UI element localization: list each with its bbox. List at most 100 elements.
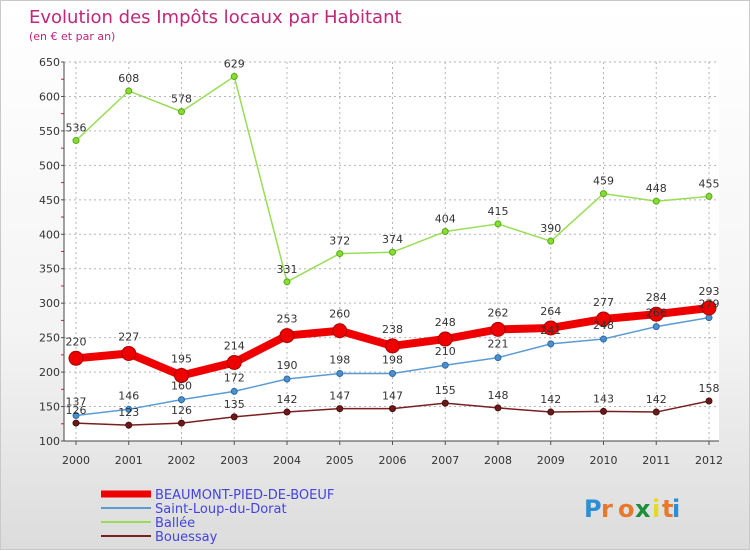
data-label: 266 [646,307,667,320]
data-point [600,335,607,343]
data-point [494,220,502,228]
data-point [125,421,133,429]
data-point [125,87,133,95]
y-tick-label: 500 [39,159,60,172]
y-tick-label: 150 [39,401,60,414]
y-tick-label: 250 [39,332,60,345]
data-label: 198 [329,353,350,366]
data-label: 221 [488,338,509,351]
data-label: 210 [435,345,456,358]
logo-letter: i [672,495,680,523]
data-point [68,350,84,366]
data-label: 279 [699,298,720,311]
data-label: 284 [646,291,667,304]
data-label: 198 [382,353,403,366]
x-tick-label: 2011 [642,454,670,467]
data-point [705,314,713,322]
data-label: 536 [66,122,87,135]
logo-letter: o [618,495,635,523]
x-tick-label: 2002 [168,454,196,467]
data-label: 331 [277,263,298,276]
data-point [72,137,80,145]
x-tick-label: 2010 [590,454,618,467]
data-label: 578 [171,93,192,106]
data-label: 148 [488,389,509,402]
x-tick-label: 2007 [431,454,459,467]
x-tick-label: 2009 [537,454,565,467]
data-label: 260 [329,308,350,321]
data-point [283,278,291,286]
data-label: 143 [593,392,614,405]
legend-label: Bouessay [155,530,218,545]
data-point [230,387,238,395]
data-label: 293 [699,285,720,298]
data-point [174,368,189,384]
y-tick-label: 200 [39,366,60,379]
x-tick-label: 2001 [115,454,143,467]
data-point [226,354,242,370]
data-label: 147 [329,390,350,403]
data-label: 227 [118,330,139,343]
data-label: 142 [277,393,298,406]
data-point [385,338,400,354]
data-point [441,228,449,236]
data-label: 415 [488,205,509,218]
y-tick-label: 350 [39,263,60,276]
x-tick-label: 2003 [220,454,248,467]
data-point [332,323,348,339]
data-point [652,323,660,331]
data-label: 390 [540,222,561,235]
data-point [547,408,555,416]
data-point [494,404,502,412]
data-label: 455 [699,177,720,190]
data-point [336,369,344,377]
logo-letter: t [662,495,673,523]
data-label: 214 [224,339,245,352]
data-point [600,407,607,415]
data-label: 146 [118,389,139,402]
data-label: 448 [646,182,667,195]
data-label: 190 [277,359,298,372]
legend-label: BEAUMONT-PIED-DE-BOEUF [155,488,334,503]
chart-subtitle: (en € et par an) [29,30,115,43]
data-label: 155 [435,384,456,397]
data-point [125,405,133,413]
data-point [596,311,611,327]
data-label: 262 [488,306,509,319]
series-layer [68,72,717,429]
data-label: 160 [171,380,192,393]
axis-layer: 100 150 200 250 300 350 400 450 500 550 600 650 2000… [39,56,723,467]
data-point [547,237,555,245]
data-label: 238 [382,323,403,336]
data-point [437,331,453,347]
x-tick-label: 2012 [695,454,723,467]
data-point [72,412,80,420]
y-tick-label: 300 [39,297,60,310]
data-point [178,419,185,427]
data-label: 248 [435,316,456,329]
y-tick-label: 100 [39,435,60,448]
data-label: 372 [329,235,350,248]
data-point [543,320,559,336]
data-label: 126 [66,404,87,417]
data-label: 241 [540,324,561,337]
data-point [283,408,291,416]
data-point [652,408,660,416]
x-tick-label: 2005 [326,454,354,467]
data-point [178,396,185,404]
data-label: 147 [382,390,403,403]
data-point [230,72,238,80]
data-point [336,405,344,413]
data-point [279,328,295,344]
data-point [389,248,396,256]
data-labels-layer: 536 608 578 629 331 372 374 404 415 390 459 448 455 2… [66,57,720,419]
legend-label: Saint-Loup-du-Dorat [155,502,287,517]
legend: BEAUMONT-PIED-DE-BOEUFSaint-Loup-du-Dora… [101,488,334,545]
logo-letter: r [601,495,613,523]
grid-layer [64,61,719,442]
data-point [600,190,607,198]
data-point [701,300,717,316]
